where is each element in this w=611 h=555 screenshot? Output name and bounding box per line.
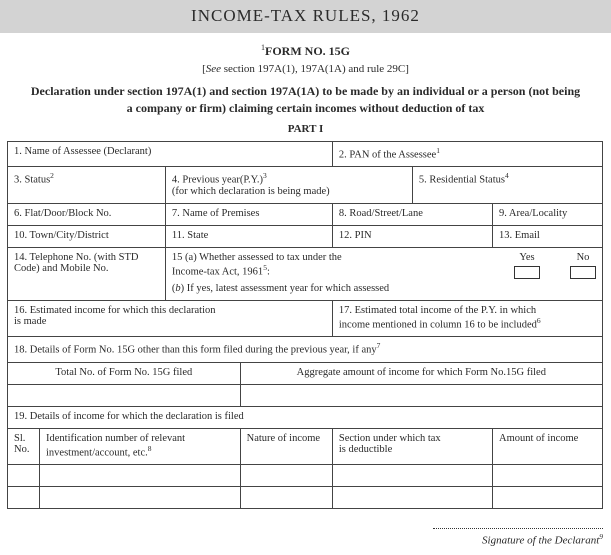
field-2-pan[interactable]: 2. PAN of the Assessee1 bbox=[332, 141, 602, 167]
declaration-heading: Declaration under section 197A(1) and se… bbox=[30, 83, 581, 117]
field-18-aggregate-value[interactable] bbox=[240, 384, 602, 406]
field-4-footnote: 3 bbox=[263, 171, 267, 180]
col-identification: Identification number of relevant invest… bbox=[40, 428, 241, 465]
table-row[interactable] bbox=[8, 465, 603, 487]
field-6-flat[interactable]: 6. Flat/Door/Block No. bbox=[8, 203, 166, 225]
field-15-whether-assessed[interactable]: 15 (a) Whether assessed to tax under the… bbox=[165, 247, 602, 300]
col-section-label-a: Section under which tax bbox=[339, 433, 441, 444]
field-17-label-b: income mentioned in column 16 to be incl… bbox=[339, 319, 537, 330]
field-5-label: 5. Residential Status bbox=[419, 175, 505, 186]
field-16-label-b: is made bbox=[14, 316, 46, 327]
field-15c-label: If yes, latest assessment year for which… bbox=[184, 283, 389, 294]
field-4-label-b: (for which declaration is being made) bbox=[172, 186, 330, 197]
field-15b-label: Income-tax Act, 1961 bbox=[172, 266, 263, 277]
field-15a-label: 15 (a) Whether assessed to tax under the bbox=[172, 252, 342, 263]
field-3-status[interactable]: 3. Status2 bbox=[8, 167, 166, 204]
form-no-text: FORM NO. 15G bbox=[265, 44, 350, 58]
document-title-bar: INCOME-TAX RULES, 1962 bbox=[0, 0, 611, 33]
field-11-state[interactable]: 11. State bbox=[165, 225, 332, 247]
field-2-footnote: 1 bbox=[436, 146, 440, 155]
yes-checkbox[interactable] bbox=[514, 266, 540, 279]
field-17-total-income[interactable]: 17. Estimated total income of the P.Y. i… bbox=[332, 300, 602, 337]
signature-block: Signature of the Declarant9 bbox=[7, 519, 603, 547]
col-amount: Amount of income bbox=[493, 428, 603, 465]
col-section-label-b: is deductible bbox=[339, 444, 392, 455]
field-18-heading: 18. Details of Form No. 15G other than t… bbox=[8, 337, 603, 363]
signature-footnote: 9 bbox=[599, 532, 603, 541]
field-1-name-assessee[interactable]: 1. Name of Assessee (Declarant) bbox=[8, 141, 333, 167]
field-12-pin[interactable]: 12. PIN bbox=[332, 225, 492, 247]
col-nature: Nature of income bbox=[240, 428, 332, 465]
field-7-premises[interactable]: 7. Name of Premises bbox=[165, 203, 332, 225]
col-sl-no: Sl. No. bbox=[8, 428, 40, 465]
field-13-email[interactable]: 13. Email bbox=[493, 225, 603, 247]
col-id-label-b: investment/account, etc. bbox=[46, 447, 148, 458]
field-19-heading: 19. Details of income for which the decl… bbox=[8, 406, 603, 428]
field-18-aggregate-label: Aggregate amount of income for which For… bbox=[240, 362, 602, 384]
form-number: 1FORM NO. 15G bbox=[0, 43, 611, 59]
see-section-text: See bbox=[206, 63, 221, 75]
field-18-footnote: 7 bbox=[377, 341, 381, 350]
field-2-label: 2. PAN of the Assessee bbox=[339, 149, 436, 160]
field-14-label-b: Code) and Mobile No. bbox=[14, 263, 109, 274]
field-17-label-a: 17. Estimated total income of the P.Y. i… bbox=[339, 305, 536, 316]
form-table: 1. Name of Assessee (Declarant) 2. PAN o… bbox=[7, 141, 603, 510]
field-5-footnote: 4 bbox=[505, 171, 509, 180]
field-18-total-value[interactable] bbox=[8, 384, 241, 406]
part-heading: PART I bbox=[0, 123, 611, 135]
field-8-road[interactable]: 8. Road/Street/Lane bbox=[332, 203, 492, 225]
field-16-estimated-income[interactable]: 16. Estimated income for which this decl… bbox=[8, 300, 333, 337]
field-14-telephone[interactable]: 14. Telephone No. (with STD Code) and Mo… bbox=[8, 247, 166, 300]
no-checkbox[interactable] bbox=[570, 266, 596, 279]
field-17-footnote: 6 bbox=[537, 316, 541, 325]
field-3-label: 3. Status bbox=[14, 175, 50, 186]
see-section-line: [See section 197A(1), 197A(1A) and rule … bbox=[0, 63, 611, 75]
col-section: Section under which tax is deductible bbox=[332, 428, 492, 465]
field-18-total-label: Total No. of Form No. 15G filed bbox=[8, 362, 241, 384]
signature-label: Signature of the Declarant bbox=[482, 535, 599, 547]
col-id-footnote: 8 bbox=[148, 444, 152, 453]
signature-line[interactable] bbox=[433, 519, 603, 529]
field-15b-colon: : bbox=[267, 266, 270, 277]
field-4-previous-year[interactable]: 4. Previous year(P.Y.)3 (for which decla… bbox=[165, 167, 412, 204]
table-row[interactable] bbox=[8, 487, 603, 509]
no-label: No bbox=[570, 252, 596, 263]
field-5-residential-status[interactable]: 5. Residential Status4 bbox=[412, 167, 602, 204]
yes-no-group: Yes No bbox=[514, 252, 596, 279]
col-sl-label-a: Sl. bbox=[14, 433, 25, 444]
field-14-label-a: 14. Telephone No. (with STD bbox=[14, 252, 138, 263]
yes-label: Yes bbox=[514, 252, 540, 263]
field-18-label: 18. Details of Form No. 15G other than t… bbox=[14, 345, 377, 356]
field-16-label-a: 16. Estimated income for which this decl… bbox=[14, 305, 215, 316]
field-10-town[interactable]: 10. Town/City/District bbox=[8, 225, 166, 247]
field-9-area[interactable]: 9. Area/Locality bbox=[493, 203, 603, 225]
field-4-label-a: 4. Previous year(P.Y.) bbox=[172, 175, 263, 186]
field-3-footnote: 2 bbox=[50, 171, 54, 180]
col-id-label-a: Identification number of relevant bbox=[46, 433, 185, 444]
col-sl-label-b: No. bbox=[14, 444, 29, 455]
